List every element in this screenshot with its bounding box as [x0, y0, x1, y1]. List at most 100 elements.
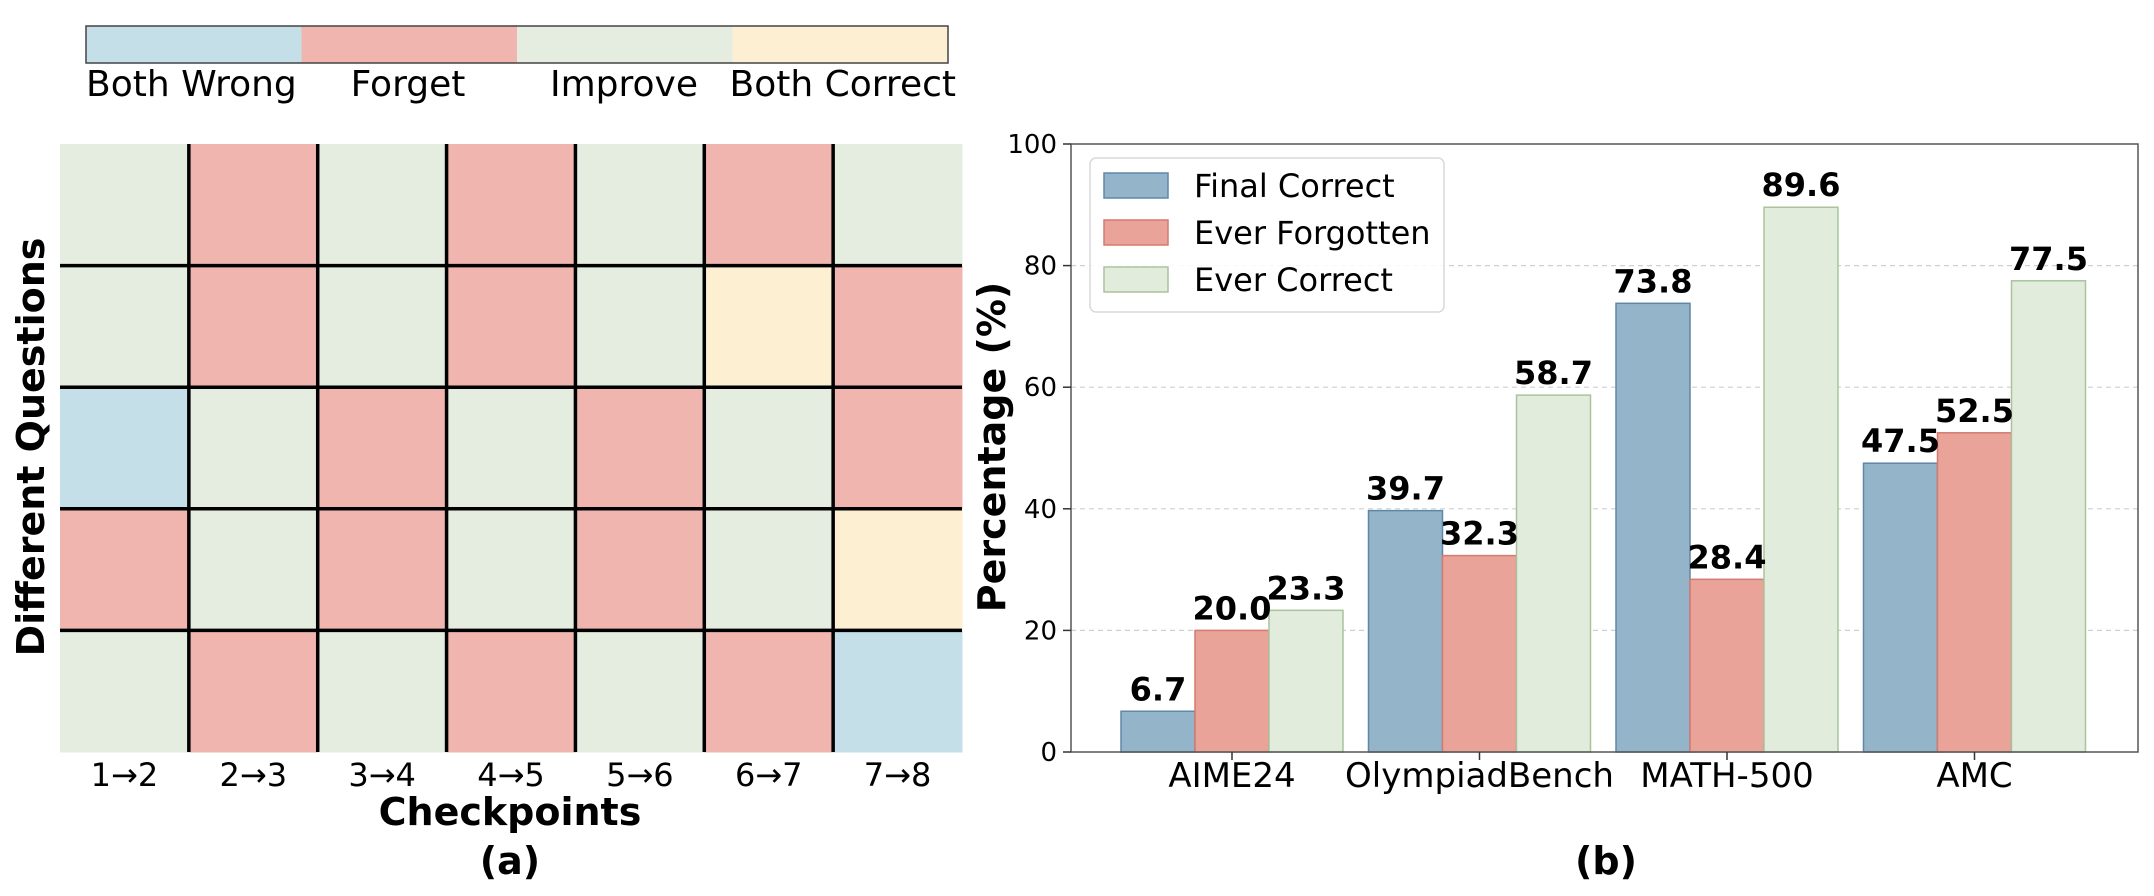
- bar: [1763, 206, 1839, 753]
- heatmap-x-tick-label: 6→7: [735, 756, 803, 794]
- bar-x-ticks: AIME24 OlympiadBench MATH-500 AMC: [1168, 752, 2013, 796]
- heatmap-cell: [833, 265, 963, 388]
- heatmap-cell: [446, 630, 576, 753]
- heatmap-cell: [575, 387, 705, 510]
- x-tick-label: OlympiadBench: [1345, 756, 1614, 796]
- heatmap-x-ticks: 1→2 2→3 3→4 4→5 5→6 6→7 7→8: [91, 756, 932, 794]
- heatmap-cell: [575, 265, 705, 388]
- heatmap-cell: [60, 630, 190, 753]
- bars: [1120, 206, 2087, 753]
- bar: [1441, 554, 1518, 753]
- heatmap-cell: [575, 144, 705, 267]
- bar-value-label: 32.3: [1440, 515, 1519, 553]
- legend-label-forget: Forget: [351, 64, 466, 105]
- heatmap-cell: [317, 508, 448, 631]
- legend-bar-frame: [85, 25, 949, 64]
- bar-value-label: 89.6: [1762, 166, 1841, 204]
- heatmap-y-axis-label: Different Questions: [9, 238, 53, 657]
- heatmap-cell: [188, 265, 319, 388]
- y-tick-label: 0: [1040, 738, 1057, 768]
- heatmap-x-tick-label: 5→6: [606, 756, 674, 794]
- legend-swatch-improve: [517, 26, 733, 63]
- legend-swatch: [1103, 266, 1169, 293]
- bar-value-label: 52.5: [1935, 392, 2014, 430]
- bar-value-label: 58.7: [1514, 354, 1593, 392]
- legend-swatch-both_wrong: [86, 26, 302, 63]
- heatmap-x-tick-label: 2→3: [220, 756, 288, 794]
- heatmap-x-tick-label: 7→8: [864, 756, 932, 794]
- legend-label: Ever Forgotten: [1194, 214, 1431, 252]
- bar: [1936, 432, 2013, 753]
- bar-y-ticks: 0 20 40 60 80 100: [1007, 130, 1071, 768]
- heatmap-cell: [188, 144, 319, 267]
- heatmap-x-tick-label: 3→4: [348, 756, 416, 794]
- bar-value-label: 6.7: [1130, 670, 1187, 708]
- heatmap-cell: [833, 630, 963, 753]
- bar: [1689, 578, 1765, 753]
- legend-label: Final Correct: [1194, 167, 1395, 205]
- bar-value-label: 20.0: [1193, 589, 1272, 627]
- subplot-label-b: (b): [1575, 839, 1637, 883]
- bar: [1615, 302, 1691, 753]
- heatmap-x-tick-label: 4→5: [477, 756, 545, 794]
- bar-value-label: 39.7: [1366, 470, 1445, 508]
- heatmap-cells: [60, 144, 963, 753]
- heatmap-cell: [317, 144, 448, 267]
- y-tick-label: 40: [1024, 495, 1057, 525]
- heatmap-x-tick-label: 1→2: [91, 756, 159, 794]
- heatmap-cell: [446, 265, 576, 388]
- bar-value-labels: 6.7 20.023.3 39.7 32.3 58.7 73.8 28.4 89.6 47.55…: [1130, 166, 2088, 708]
- bar-value-label: 47.5: [1861, 422, 1940, 460]
- heatmap-cell: [60, 508, 190, 631]
- subplot-label-a: (a): [480, 839, 540, 883]
- legend-label: Ever Correct: [1194, 261, 1393, 299]
- bar-value-label: 73.8: [1614, 262, 1693, 300]
- legend-label-both_wrong: Both Wrong: [86, 64, 297, 105]
- heatmap-cell: [446, 508, 576, 631]
- x-tick-label: MATH-500: [1640, 756, 1813, 796]
- bar-value-label: 28.4: [1688, 538, 1767, 576]
- bar-chart-panel: 6.7 20.023.3 39.7 32.3 58.7 73.8 28.4 89.6 47.55…: [970, 130, 2139, 883]
- bar: [1367, 509, 1444, 753]
- bar: [1862, 462, 1939, 753]
- heatmap-cell: [704, 265, 834, 388]
- heatmap-cell: [60, 144, 190, 267]
- heatmap-cell: [317, 387, 448, 510]
- heatmap-cell: [833, 387, 963, 510]
- heatmap-cell: [60, 265, 190, 388]
- heatmap-cell: [188, 508, 319, 631]
- heatmap-cell: [833, 144, 963, 267]
- legend-swatch-both_correct: [732, 26, 948, 63]
- bar: [1120, 710, 1196, 753]
- bar: [2010, 280, 2087, 753]
- heatmap-cell: [704, 630, 834, 753]
- y-tick-label: 100: [1007, 130, 1057, 160]
- y-tick-label: 80: [1024, 252, 1057, 282]
- legend-swatch: [1103, 172, 1169, 199]
- bar-value-label: 23.3: [1267, 569, 1346, 607]
- category-legend-bar: Both Wrong Forget Improve Both Correct: [85, 25, 957, 105]
- heatmap-grid-lines: [60, 144, 962, 752]
- heatmap-cell: [188, 630, 319, 753]
- bar-y-axis-label: Percentage (%): [970, 282, 1014, 613]
- x-tick-label: AMC: [1936, 756, 2012, 796]
- bar-gridlines: [1071, 265, 2138, 632]
- heatmap-cell: [317, 265, 448, 388]
- legend-label-improve: Improve: [550, 64, 698, 105]
- legend-frame: [1089, 157, 1445, 313]
- heatmap-cell: [317, 630, 448, 753]
- heatmap-cell: [833, 508, 963, 631]
- heatmap-cell: [446, 387, 576, 510]
- bar-legend: Final Correct Ever Forgotten Ever Correct: [1089, 157, 1445, 313]
- legend-swatch: [1103, 219, 1169, 246]
- legend-label-both_correct: Both Correct: [730, 64, 957, 105]
- heatmap-cell: [704, 387, 834, 510]
- heatmap-cell: [60, 387, 190, 510]
- x-tick-label: AIME24: [1168, 756, 1295, 796]
- heatmap-cell: [446, 144, 576, 267]
- y-tick-label: 60: [1024, 373, 1057, 403]
- heatmap-cell: [575, 508, 705, 631]
- y-tick-label: 20: [1024, 616, 1057, 646]
- bar: [1194, 629, 1270, 753]
